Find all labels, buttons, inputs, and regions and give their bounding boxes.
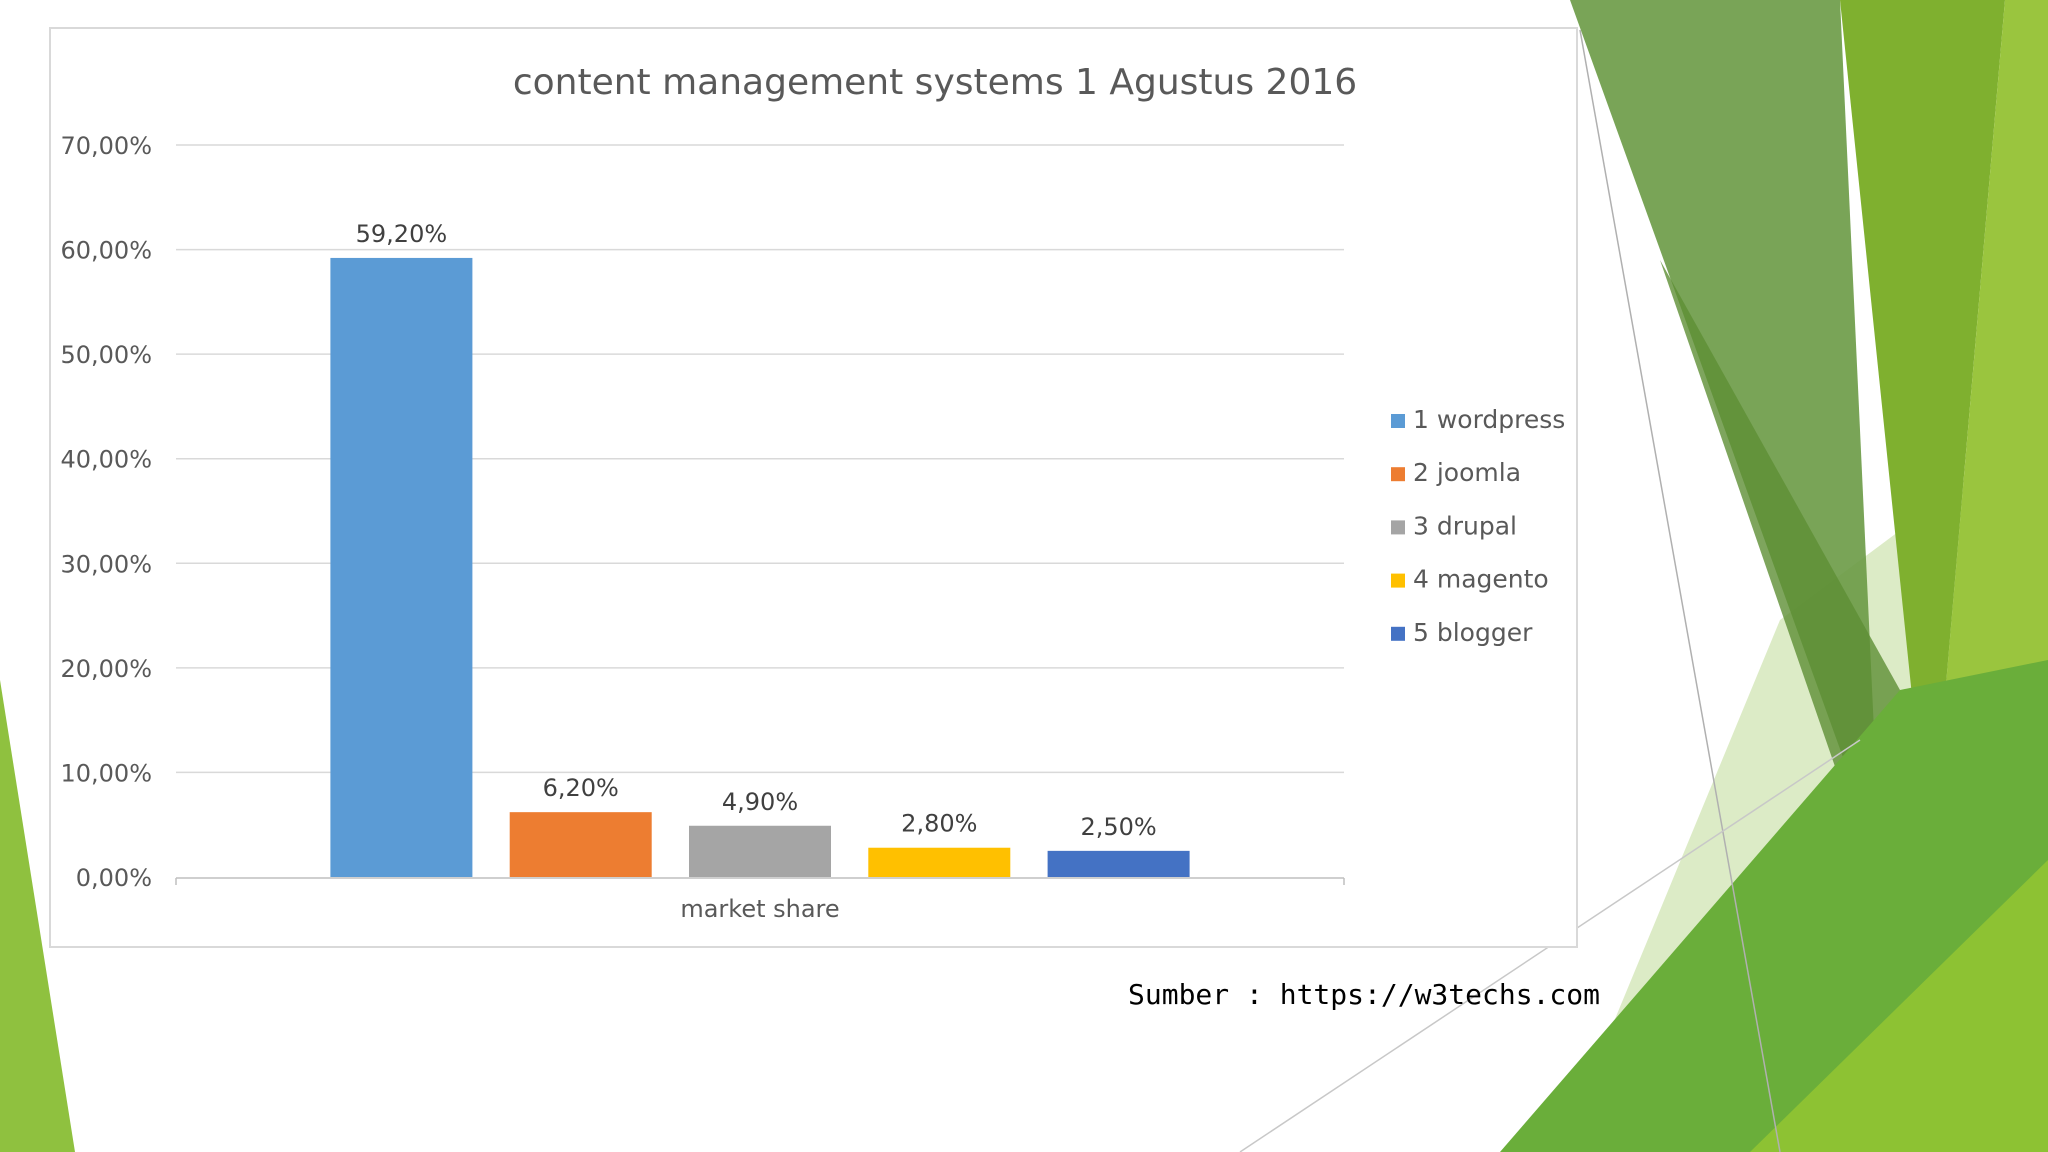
y-tick-label: 60,00% (60, 237, 152, 265)
y-axis-tick-labels: 0,00% 10,00% 20,00% 30,00% 40,00% 50,00% 60,00… (60, 132, 152, 892)
chart-frame (49, 27, 1578, 948)
legend-swatch (1391, 520, 1405, 535)
bar-4-magento (868, 847, 1011, 877)
x-category-label: market share (680, 895, 839, 923)
legend-entry: 2 joomla (1413, 458, 1521, 487)
bar-1-wordpress (330, 257, 473, 877)
data-label: 2,80% (901, 810, 977, 838)
decor-thin-line-1 (1579, 29, 1781, 1152)
legend-entry: 5 blogger (1413, 618, 1533, 647)
data-labels: 59,20% 6,20% 4,90% 2,80% 2,50% (356, 220, 1157, 841)
legend-swatch (1391, 414, 1405, 428)
y-tick-label: 40,00% (60, 446, 152, 474)
legend: 1 wordpress 2 joomla 3 drupal 4 magento 5 bl… (1391, 405, 1565, 647)
y-tick-label: 20,00% (60, 655, 152, 683)
y-tick-label: 50,00% (60, 341, 152, 369)
legend-swatch (1391, 573, 1405, 588)
legend-entry: 4 magento (1413, 565, 1549, 594)
y-tick-label: 10,00% (60, 759, 152, 787)
data-label: 2,50% (1080, 813, 1156, 841)
x-axis: market share (175, 877, 1345, 923)
bar-5-blogger (1047, 850, 1190, 877)
data-label: 4,90% (722, 788, 798, 816)
y-tick-label: 0,00% (76, 864, 152, 892)
legend-entry: 1 wordpress (1413, 405, 1565, 434)
left-green-sliver (0, 680, 75, 1152)
data-label: 6,20% (543, 774, 619, 802)
y-tick-label: 70,00% (60, 132, 152, 160)
bar-2-joomla (509, 812, 652, 877)
bar-chart: content management systems 1 Agustus 201… (60, 62, 1565, 923)
y-tick-label: 30,00% (60, 550, 152, 578)
legend-swatch (1391, 467, 1405, 482)
bars (330, 257, 1190, 877)
legend-entry: 3 drupal (1413, 511, 1517, 540)
data-label: 59,20% (356, 220, 448, 248)
right-dark-green-facet (1660, 260, 1900, 810)
right-bright-green-facet (1930, 0, 2048, 870)
source-note: Sumber : https://w3techs.com (1128, 978, 1601, 1011)
bar-3-drupal (689, 825, 831, 877)
bottom-right-lime-facet (1750, 860, 2048, 1152)
right-mid-green-facet (1840, 0, 2005, 870)
chart-title: content management systems 1 Agustus 201… (513, 62, 1357, 103)
legend-swatch (1391, 626, 1405, 641)
